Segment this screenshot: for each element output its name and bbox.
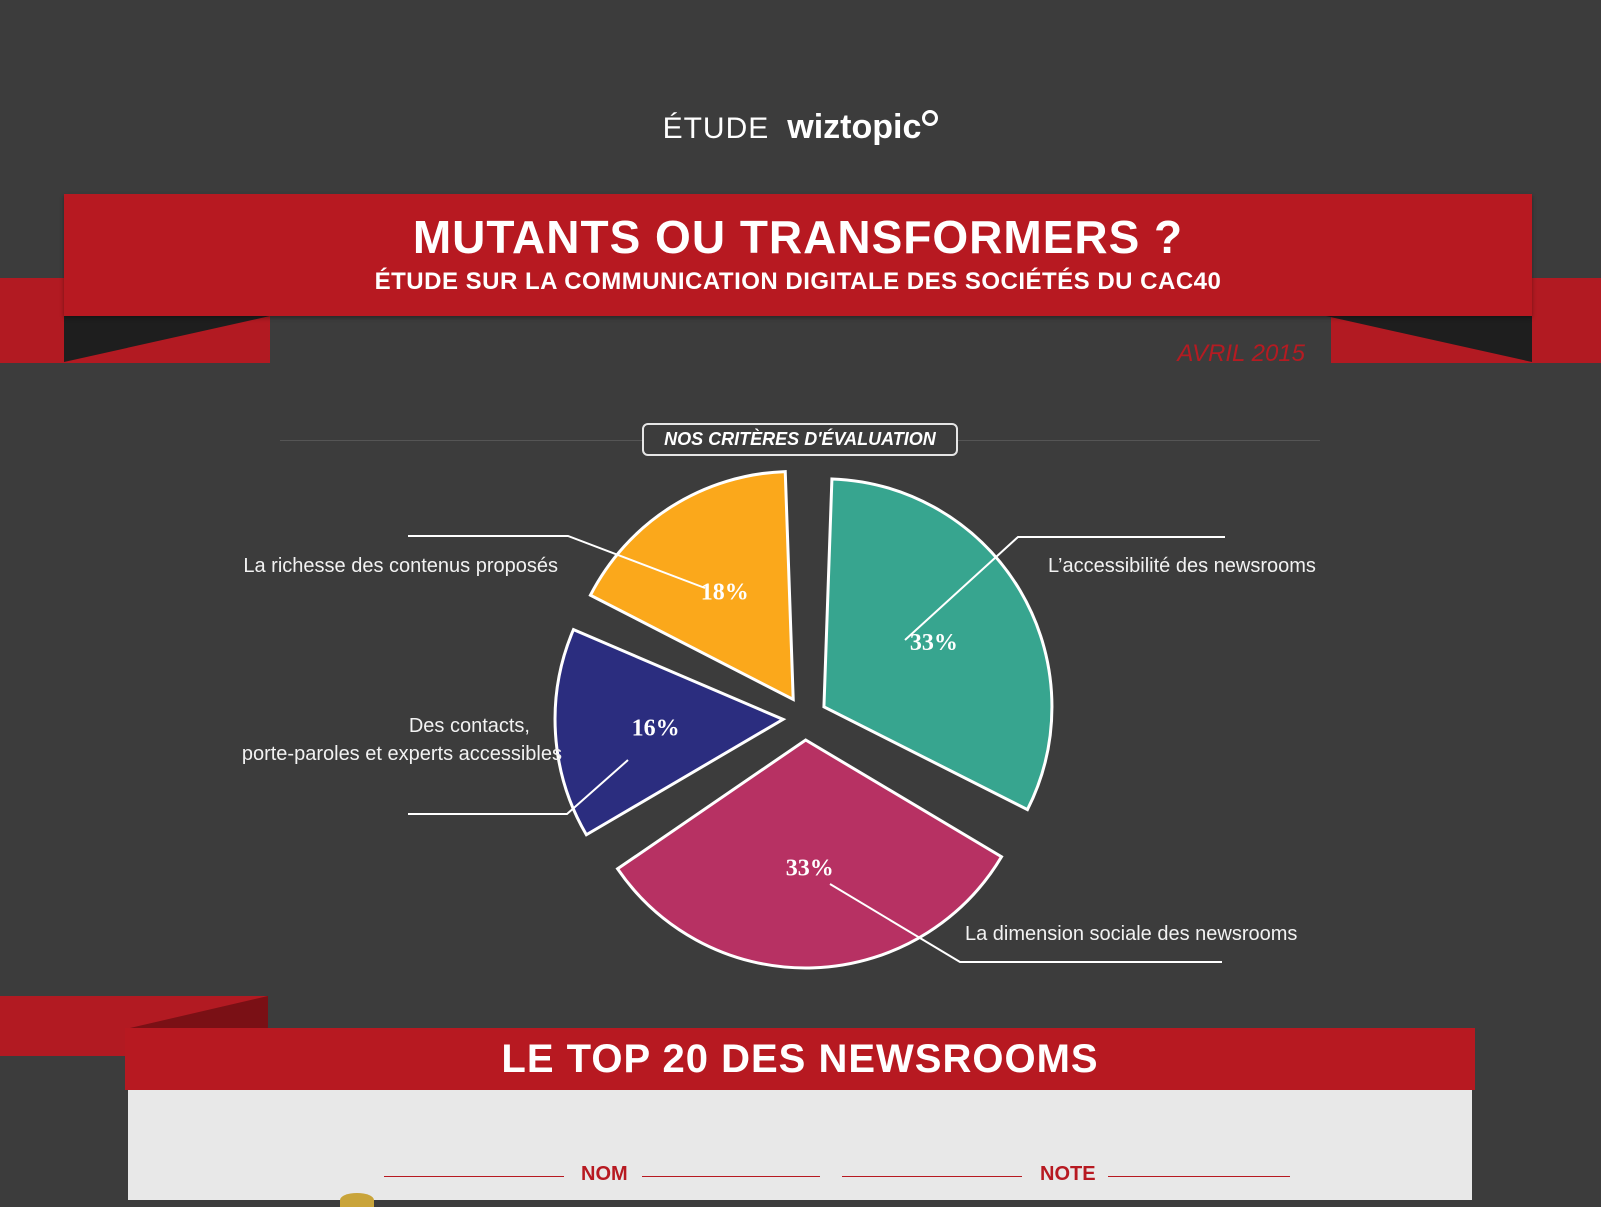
slice-label-0: L’accessibilité des newsrooms (1048, 555, 1316, 577)
section-label: NOS CRITÈRES D'ÉVALUATION (642, 423, 958, 456)
ribbon-right-fold (1326, 316, 1532, 362)
col-nom-line-left (384, 1176, 564, 1177)
study-date: AVRIL 2015 (1177, 340, 1305, 367)
slice-value-3: 18% (701, 580, 749, 606)
pie-slice-1 (615, 738, 1004, 970)
page-title: MUTANTS OU TRANSFORMERS ? (412, 211, 1184, 263)
slice-value-0: 33% (910, 630, 958, 656)
medal-icon (340, 1193, 374, 1207)
slice-label-3: La richesse des contenus proposés (243, 555, 558, 577)
pie-slice-0 (822, 477, 1054, 812)
col-nom-line-right (642, 1176, 820, 1177)
page-subtitle: ÉTUDE SUR LA COMMUNICATION DIGITALE DES … (374, 268, 1222, 295)
col-note-line-right (1108, 1176, 1290, 1177)
brand-prefix: ÉTUDE (662, 112, 770, 145)
col-note-line-left (842, 1176, 1022, 1177)
pie-slice-3 (588, 470, 795, 702)
slice-label-2-line-0: Des contacts, (409, 715, 530, 737)
brand-header: ÉTUDE wiztopic (0, 108, 1601, 147)
column-header-note: NOTE (1040, 1163, 1096, 1185)
slice-label-1: La dimension sociale des newsrooms (965, 923, 1297, 945)
slice-label-2-line-1: porte-paroles et experts accessibles (242, 743, 562, 765)
leader-line-3 (408, 535, 706, 589)
leader-line-0 (904, 536, 1225, 641)
ranking-table-panel (128, 1090, 1472, 1200)
pie-slice-2 (553, 627, 787, 837)
brand-logo: wiztopic (787, 108, 922, 146)
slice-value-2: 16% (632, 715, 680, 741)
criteria-pie-chart: 33% 33% 16% 18% L’accessibilité des newsroom… (242, 470, 1316, 970)
section-divider-right (958, 440, 1320, 441)
slice-value-1: 33% (786, 856, 834, 882)
logo-ring-icon (922, 110, 939, 126)
ribbon-left-fold (64, 316, 270, 362)
leader-line-2 (408, 759, 629, 815)
column-header-nom: NOM (581, 1163, 628, 1185)
section-divider-left (280, 440, 642, 441)
title-banner: MUTANTS OU TRANSFORMERS ? ÉTUDE SUR LA C… (64, 194, 1532, 316)
ribbon-bottom-left-fold (130, 996, 268, 1028)
ranking-banner: LE TOP 20 DES NEWSROOMS (125, 1028, 1475, 1090)
leader-line-1 (829, 883, 1222, 963)
